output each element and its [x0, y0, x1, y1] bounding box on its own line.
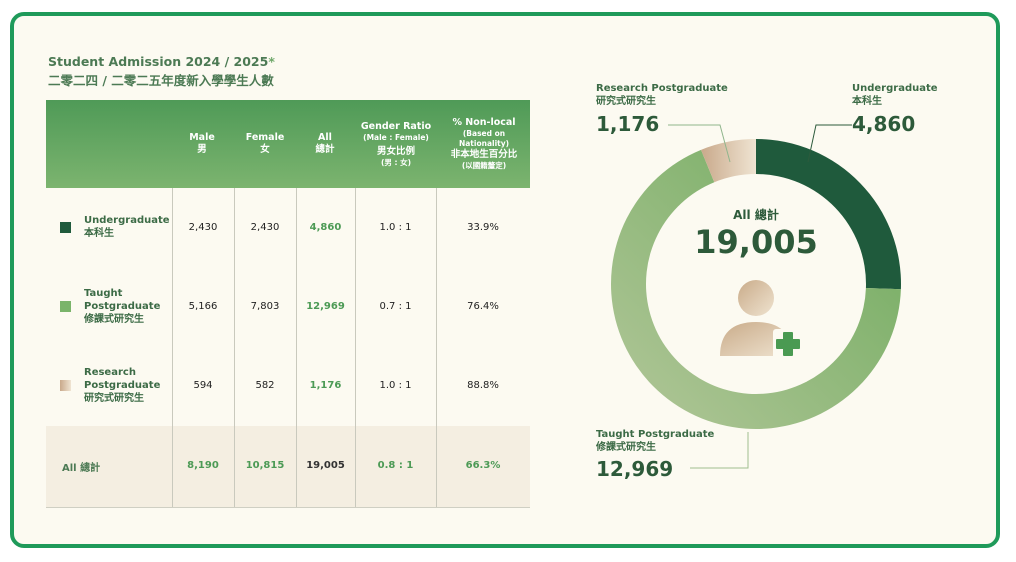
- header-gender-ratio-sub: (Male : Female): [363, 132, 429, 142]
- cell-ratio: 0.7 : 1: [379, 301, 412, 312]
- column-divider: [355, 188, 356, 508]
- cell-all: 4,860: [309, 222, 342, 233]
- total-male: 8,190: [187, 460, 219, 471]
- column-divider: [296, 188, 297, 508]
- cell-nonlocal: 33.9%: [467, 222, 499, 233]
- total-ratio: 0.8 : 1: [377, 460, 414, 471]
- admission-table: Male 男 Female 女 All 總計 Gender Ratio (Mal…: [46, 100, 530, 508]
- column-divider: [436, 188, 437, 508]
- header-nonlocal-sub: (Based on Nationality): [458, 129, 510, 148]
- callout-line-undergrad: [807, 124, 852, 163]
- cell-nonlocal: 88.8%: [467, 380, 499, 391]
- donut-chart: [611, 124, 901, 469]
- header-nonlocal: % Non-local (Based on Nationality) 非本地生百…: [438, 100, 530, 188]
- callout-research-label: Research Postgraduate 研究式研究生: [596, 83, 728, 107]
- research-swatch: [60, 380, 71, 391]
- header-nonlocal-zh-sub: (以國籍釐定): [461, 161, 507, 170]
- header-female: Female 女: [245, 132, 285, 155]
- title-zh: 二零二四 / 二零二五年度新入學學生人數: [48, 73, 274, 88]
- donut-slice-research: [701, 139, 756, 183]
- cell-male: 2,430: [188, 222, 218, 233]
- callout-taught-value: 12,969: [596, 457, 674, 481]
- donut-center-value: 19,005: [694, 223, 818, 261]
- taught-swatch: [60, 301, 71, 312]
- header-nonlocal-title: % Non-local: [452, 117, 516, 128]
- cell-all: 12,969: [306, 301, 345, 312]
- header-gender-ratio: Gender Ratio (Male : Female) 男女比例 (男 : 女…: [356, 100, 436, 188]
- cell-female: 582: [255, 380, 275, 391]
- column-divider: [172, 188, 173, 508]
- cell-nonlocal: 76.4%: [467, 301, 499, 312]
- header-nonlocal-zh: 非本地生百分比: [450, 149, 518, 160]
- callout-undergrad-label: Undergraduate 本科生: [852, 83, 938, 107]
- page-title: Student Admission 2024 / 2025* 二零二四 / 二零…: [48, 52, 275, 90]
- cell-all: 1,176: [309, 380, 342, 391]
- header-gender-ratio-title: Gender Ratio: [360, 120, 432, 132]
- donut-center-label: All 總計: [733, 208, 779, 222]
- cell-female: 2,430: [250, 222, 280, 233]
- header-gender-ratio-zh-sub: (男 : 女): [380, 157, 412, 167]
- row-label-taught: Taught Postgraduate 修課式研究生: [84, 288, 161, 325]
- title-en: Student Admission 2024 / 2025: [48, 54, 269, 69]
- total-nonlocal: 66.3%: [465, 460, 501, 471]
- callout-taught-label: Taught Postgraduate 修課式研究生: [596, 429, 715, 453]
- callout-line-research: [668, 124, 731, 163]
- header-gender-ratio-zh: 男女比例: [376, 145, 415, 157]
- cell-male: 594: [193, 380, 213, 391]
- person-add-icon: [720, 280, 803, 359]
- total-female: 10,815: [245, 460, 285, 471]
- row-label-research: Research Postgraduate 研究式研究生: [84, 367, 161, 404]
- table-header: Male 男 Female 女 All 總計 Gender Ratio (Mal…: [46, 100, 530, 188]
- undergrad-swatch: [60, 222, 71, 233]
- cell-ratio: 1.0 : 1: [379, 222, 412, 233]
- header-male: Male 男: [189, 132, 215, 155]
- total-label: All 總計: [62, 463, 101, 474]
- header-all: All 總計: [315, 132, 335, 155]
- title-star: *: [268, 54, 275, 69]
- table-bottom-line: [46, 507, 530, 508]
- callout-undergrad-value: 4,860: [852, 112, 916, 136]
- total-all: 19,005: [306, 460, 345, 471]
- column-divider: [234, 188, 235, 508]
- donut-slices: [611, 139, 901, 430]
- cell-female: 7,803: [250, 301, 280, 312]
- cell-ratio: 1.0 : 1: [379, 380, 412, 391]
- callout-line-taught: [690, 432, 749, 469]
- total-row-background: [46, 426, 530, 508]
- callout-research-value: 1,176: [596, 112, 660, 136]
- donut-slice-undergrad: [756, 139, 901, 290]
- row-label-undergrad: Undergraduate 本科生: [84, 215, 170, 239]
- cell-male: 5,166: [188, 301, 218, 312]
